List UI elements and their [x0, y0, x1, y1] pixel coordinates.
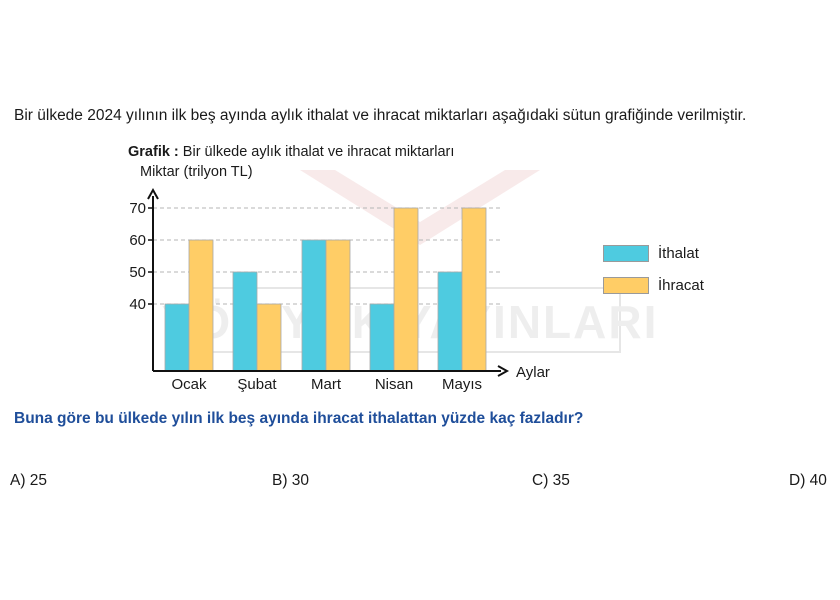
option-a[interactable]: A) 25	[10, 472, 48, 489]
bar-ihracat	[325, 239, 351, 372]
legend-swatch-ihracat	[603, 277, 649, 294]
bar-ihracat	[393, 207, 419, 372]
tick-labels: 40 50 60 70 Ocak Şubat Mart Nisan Mayıs Aylar	[129, 200, 550, 393]
y-tick-label: 40	[129, 296, 146, 313]
chart-title: Grafik : Bir ülkede aylık ithalat ve ihr…	[128, 144, 454, 160]
x-axis-arrow	[497, 365, 510, 377]
legend-swatch-ithalat	[603, 245, 649, 262]
y-axis-arrow	[147, 187, 159, 200]
bar-ithalat	[164, 303, 190, 372]
x-tick-label: Şubat	[237, 376, 277, 393]
x-tick-label: Ocak	[171, 376, 207, 393]
y-tick-label: 70	[129, 200, 146, 217]
intro-text: Bir ülkede 2024 yılının ilk beş ayında a…	[14, 107, 747, 124]
bar-ithalat	[437, 271, 463, 372]
y-tick-label: 50	[129, 264, 146, 281]
option-c[interactable]: C) 35	[532, 472, 570, 489]
bar-ihracat	[461, 207, 487, 372]
x-axis-label: Aylar	[516, 364, 550, 381]
legend-label-ihracat: İhracat	[658, 277, 704, 294]
bar-ithalat	[369, 303, 395, 372]
bar-ithalat	[232, 271, 258, 372]
watermark-logo-shape	[300, 170, 540, 245]
bar-ihracat	[188, 239, 214, 372]
legend-item-ihracat: İhracat	[603, 277, 704, 294]
chart-title-prefix: Grafik :	[128, 144, 179, 160]
x-tick-label: Mart	[311, 376, 342, 393]
question-text: Buna göre bu ülkede yılın ilk beş ayında…	[14, 410, 584, 427]
bar-ihracat	[256, 303, 282, 372]
bar-ithalat	[301, 239, 327, 372]
y-tick-label: 60	[129, 232, 146, 249]
legend-label-ithalat: İthalat	[658, 245, 699, 262]
legend-item-ithalat: İthalat	[603, 245, 699, 262]
chart-title-text: Bir ülkede aylık ithalat ve ihracat mikt…	[182, 144, 455, 160]
axes	[147, 187, 510, 377]
option-b[interactable]: B) 30	[272, 472, 310, 489]
x-tick-label: Mayıs	[442, 376, 482, 393]
option-d[interactable]: D) 40	[789, 472, 827, 489]
y-axis-label: Miktar (trilyon TL)	[140, 164, 253, 180]
x-tick-label: Nisan	[375, 376, 413, 393]
